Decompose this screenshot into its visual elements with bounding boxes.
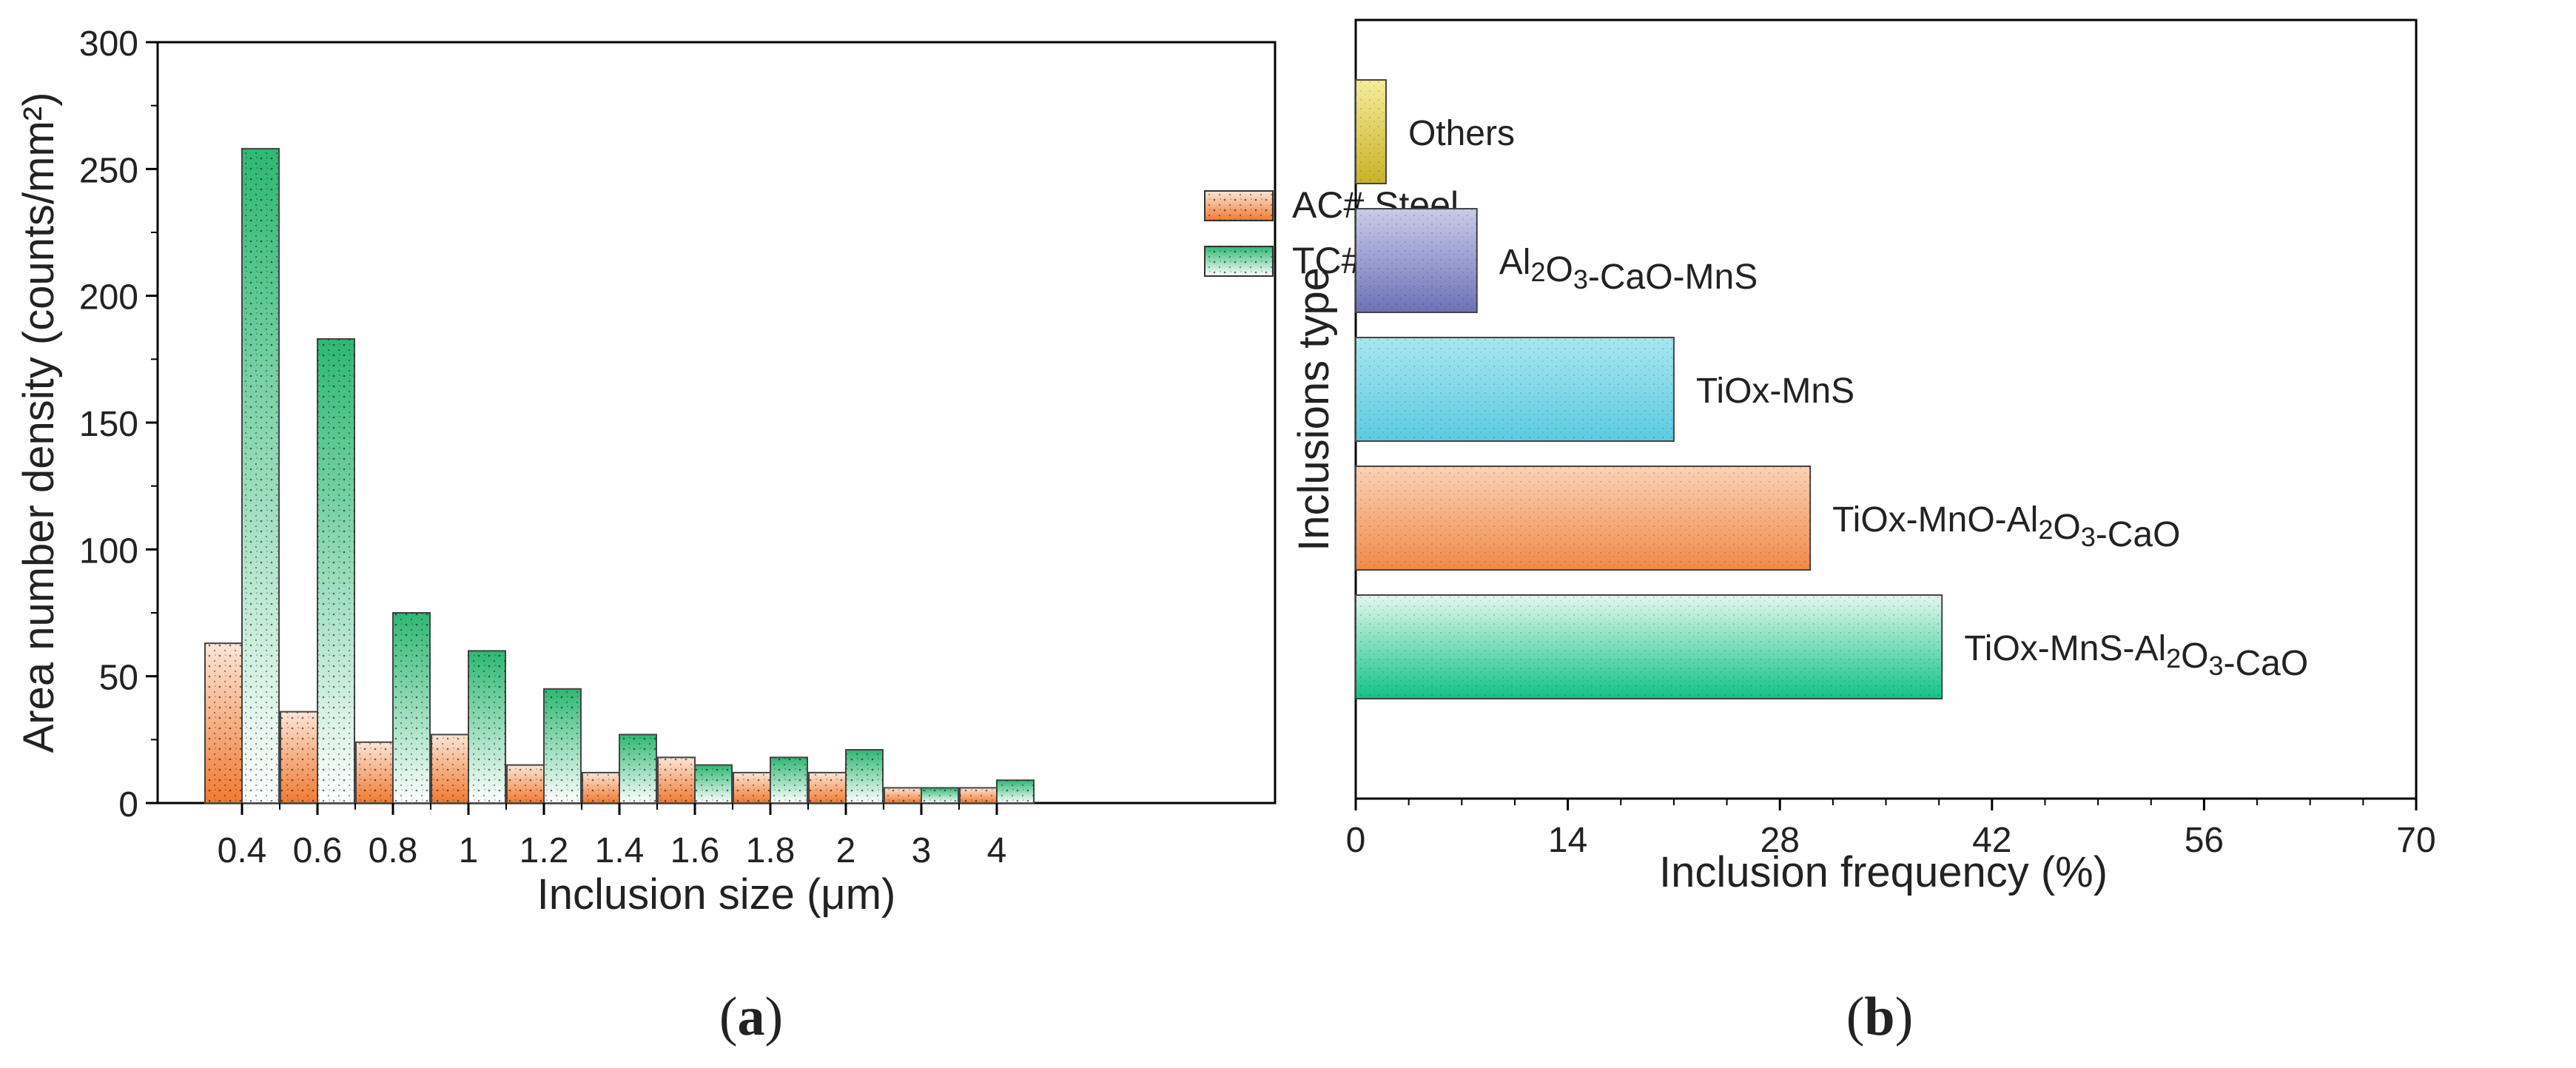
bar-ac-steel-0-4-texture: [205, 643, 242, 803]
panel-b-y-axis-title: Inclusions type: [1290, 267, 1338, 551]
panel-b-x-axis-title: Inclusion frequency (%): [1659, 848, 2108, 896]
bar-ac-steel-1-6-texture: [658, 757, 695, 803]
panel-a-x-axis-title: Inclusion size (μm): [537, 870, 896, 918]
y-tick-label: 300: [79, 24, 138, 64]
y-tick-label: 200: [79, 278, 138, 318]
bar-ac-steel-3-texture: [884, 787, 921, 803]
bar-tc-steel-1-8-texture: [770, 757, 807, 803]
panel-a-caption: (a): [719, 987, 783, 1047]
y-tick-label: 100: [79, 531, 138, 571]
bar-ac-steel-4-texture: [960, 787, 997, 803]
bar-ac-steel-0-8-texture: [356, 742, 393, 803]
bar-ac-steel-1-8-texture: [733, 772, 770, 803]
y-tick-label: 0: [118, 785, 138, 824]
bar-tc-steel-0-6-texture: [317, 338, 354, 803]
x-tick-label: 3: [912, 831, 932, 870]
x-tick-label: 4: [987, 831, 1007, 870]
bar-tc-steel-4-texture: [997, 780, 1034, 803]
y-tick-label: 50: [99, 659, 138, 698]
y-tick-label: 250: [79, 151, 138, 190]
panel-a-letter: a: [738, 987, 765, 1047]
bar-tc-steel-2-texture: [846, 750, 883, 803]
x-tick-label: 2: [836, 831, 856, 870]
bar-label-tiox-mns: TiOx-MnS: [1696, 372, 1854, 411]
x-tick-label: 56: [2185, 821, 2224, 860]
bar-label-tiox-mno-al2o3-cao: TiOx-MnO-Al2O3-CaO: [1832, 500, 2180, 554]
x-tick-label: 1.4: [595, 831, 645, 870]
panel-a-y-axis: 0 50 100 150 200 250 300: [79, 24, 158, 824]
bar-tc-steel-3-texture: [921, 787, 958, 803]
x-tick-label: 14: [1548, 821, 1587, 860]
x-tick-label: 1: [459, 831, 479, 870]
legend-swatch-tc-steel-texture: [1205, 246, 1273, 276]
x-tick-label: 70: [2396, 821, 2435, 860]
bar-tc-steel-1-texture: [468, 651, 505, 803]
panel-b-caption: (b): [1846, 987, 1913, 1047]
bar-label-al2o3-cao-mns: Al2O3-CaO-MnS: [1499, 243, 1758, 297]
panel-a-x-axis: 0.4 0.6 0.8 1 1.2 1.4 1.6 1.8 2 3 4: [218, 803, 1007, 870]
panel-a-chart: 0 50 100 150 200 250 300 0.4 0.6 0.8 1 1.2 1.4 1.6 1.…: [15, 24, 1459, 1047]
bar-al2o3-cao-mns-texture: [1356, 209, 1477, 312]
bar-label-tiox-mns-al2o3-cao: TiOx-MnS-Al2O3-CaO: [1964, 629, 2308, 683]
x-tick-label: 28: [1761, 821, 1800, 860]
bar-tc-steel-1-2-texture: [544, 688, 581, 803]
x-tick-label: 0: [1346, 821, 1366, 860]
x-tick-label: 1.8: [746, 831, 796, 870]
legend-swatch-ac-steel-texture: [1205, 191, 1273, 221]
bar-ac-steel-1-texture: [431, 734, 468, 803]
x-tick-label: 0.8: [369, 831, 418, 870]
y-tick-label: 150: [79, 405, 138, 444]
bar-tiox-mno-al2o3-cao-texture: [1356, 466, 1811, 570]
panel-b-chart: Others Al2O3-CaO-MnS TiOx-MnS TiOx-MnO-Al2O…: [1290, 19, 2436, 1047]
panel-a-y-axis-title: Area number density (counts/mm²): [15, 93, 63, 753]
x-tick-label: 0.6: [293, 831, 343, 870]
bar-tc-steel-0-4-texture: [242, 148, 279, 804]
panel-b-x-axis: 0 14 28 42 56 70: [1346, 799, 2436, 860]
bar-tc-steel-0-8-texture: [393, 613, 430, 803]
x-tick-label: 42: [1972, 821, 2011, 860]
bar-others-texture: [1356, 80, 1386, 184]
panel-b-letter: b: [1864, 987, 1894, 1047]
bar-tc-steel-1-6-texture: [695, 765, 732, 803]
x-tick-label: 0.4: [218, 831, 267, 870]
bar-ac-steel-1-4-texture: [582, 772, 619, 803]
x-tick-label: 1.6: [670, 831, 720, 870]
bar-ac-steel-2-texture: [809, 772, 846, 803]
bar-ac-steel-0-6-texture: [280, 711, 317, 803]
x-tick-label: 1.2: [519, 831, 569, 870]
bar-tiox-mns-al2o3-cao-texture: [1356, 595, 1943, 699]
panel-a-bars: [204, 147, 1035, 805]
bar-ac-steel-1-2-texture: [507, 765, 544, 803]
panel-b-bars: Others Al2O3-CaO-MnS TiOx-MnS TiOx-MnO-Al2O…: [1355, 79, 2308, 699]
bar-tc-steel-1-4-texture: [619, 734, 656, 803]
bar-label-others: Others: [1408, 114, 1515, 153]
bar-tiox-mns-texture: [1356, 337, 1674, 441]
